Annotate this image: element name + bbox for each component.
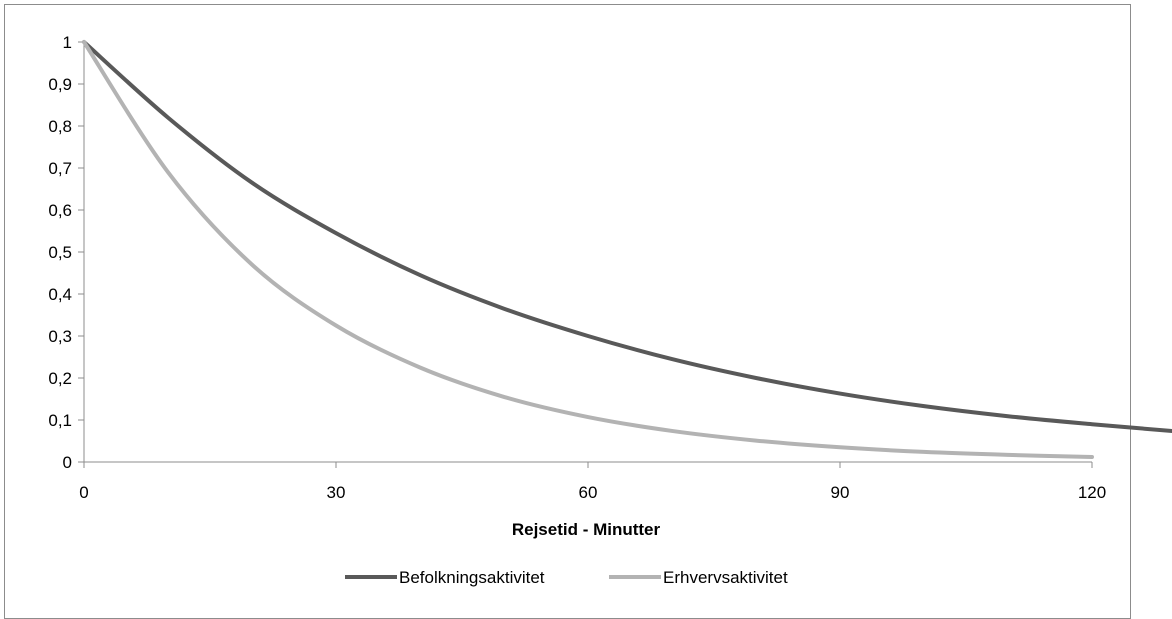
- y-tick-label: 1: [63, 33, 72, 52]
- y-tick-label: 0: [63, 453, 72, 472]
- legend-label-1: Befolkningsaktivitet: [399, 568, 545, 587]
- x-tick-label: 60: [579, 483, 598, 502]
- y-tick-label: 0,2: [48, 369, 72, 388]
- x-tick-label: 120: [1078, 483, 1106, 502]
- chart-area: [4, 4, 1131, 619]
- x-axis-title: Rejsetid - Minutter: [512, 520, 661, 539]
- y-tick-label: 0,3: [48, 327, 72, 346]
- series-line-2: [82, 40, 1094, 459]
- series-line-1: [82, 40, 1172, 434]
- axes: [83, 42, 1092, 463]
- x-ticks: 0 30 60 90 120: [79, 462, 1106, 502]
- y-tick-label: 0,7: [48, 159, 72, 178]
- y-tick-label: 0,8: [48, 117, 72, 136]
- legend-label-2: Erhvervsaktivitet: [663, 568, 788, 587]
- y-tick-label: 0,4: [48, 285, 72, 304]
- series-group: [82, 40, 1172, 459]
- x-tick-label: 90: [831, 483, 850, 502]
- y-tick-label: 0,9: [48, 75, 72, 94]
- y-ticks: 0 0,1 0,2 0,3 0,4 0,5 0,6 0,7 0,8 0,9 1: [48, 33, 84, 472]
- legend: Befolkningsaktivitet Erhvervsaktivitet: [345, 568, 788, 587]
- y-tick-label: 0,6: [48, 201, 72, 220]
- y-tick-label: 0,1: [48, 411, 72, 430]
- x-tick-label: 0: [79, 483, 88, 502]
- x-tick-label: 30: [327, 483, 346, 502]
- y-tick-label: 0,5: [48, 243, 72, 262]
